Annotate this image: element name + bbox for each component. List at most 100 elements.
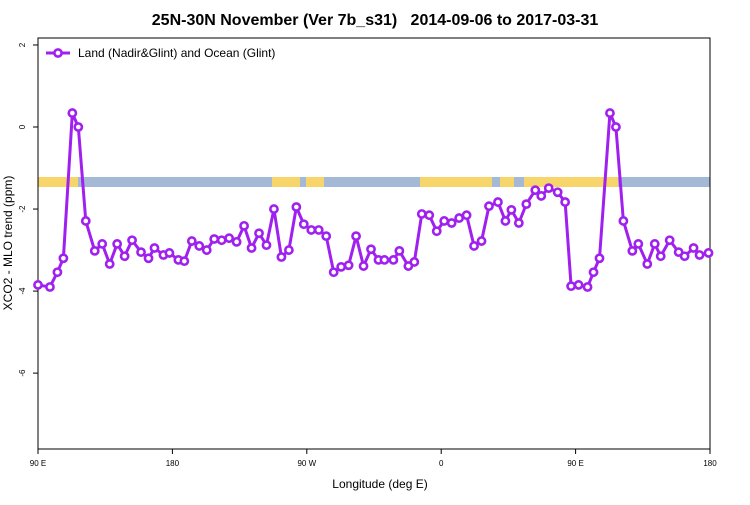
- data-point: [67, 108, 78, 118]
- data-point: [358, 261, 369, 271]
- y-tick-label: -4: [18, 287, 27, 295]
- data-point: [642, 259, 653, 269]
- data-point: [269, 204, 279, 214]
- data-point: [313, 225, 324, 235]
- data-point: [409, 257, 420, 267]
- plot-frame: [37, 37, 711, 450]
- y-tick-label: -6: [18, 369, 27, 377]
- data-point: [298, 219, 309, 230]
- data-point: [633, 239, 644, 249]
- data-point: [649, 239, 660, 249]
- data-point: [543, 183, 554, 194]
- y-tick-label: 2: [18, 42, 27, 47]
- x-tick-label: 180: [703, 459, 717, 468]
- data-point: [194, 241, 205, 251]
- data-point: [321, 231, 332, 242]
- x-tick-label: 180: [166, 459, 180, 468]
- data-point: [446, 218, 457, 228]
- data-point: [291, 202, 302, 212]
- data-point: [566, 281, 577, 292]
- data-point: [73, 122, 84, 132]
- x-tick-label: 90 E: [567, 459, 583, 468]
- data-point: [179, 256, 190, 267]
- data-point: [119, 251, 130, 262]
- data-point: [552, 187, 563, 198]
- x-tick-label: 90 E: [30, 459, 46, 468]
- data-point: [216, 235, 227, 246]
- data-point: [703, 248, 714, 258]
- data-point: [328, 267, 339, 278]
- data-point: [97, 239, 108, 249]
- data-point: [506, 204, 517, 215]
- data-point: [149, 243, 160, 253]
- data-point: [560, 197, 571, 207]
- y-tick-label: -2: [18, 205, 27, 213]
- data-point: [521, 199, 532, 210]
- data-point: [80, 216, 91, 226]
- data-point: [664, 235, 675, 246]
- land-band: [38, 177, 78, 187]
- data-point: [582, 282, 593, 292]
- x-axis-label: Longitude (deg E): [332, 477, 427, 491]
- data-point: [201, 245, 212, 255]
- legend-label: Land (Nadir&Glint) and Ocean (Glint): [78, 46, 275, 60]
- data-point: [261, 240, 272, 251]
- data-point: [594, 253, 605, 264]
- data-point: [605, 108, 615, 118]
- data-point: [351, 231, 361, 242]
- data-point: [379, 255, 390, 265]
- data-point: [112, 239, 123, 249]
- data-point: [500, 216, 511, 226]
- data-point: [58, 253, 69, 264]
- data-point: [276, 252, 287, 262]
- x-tick-label: 0: [439, 459, 444, 468]
- data-point: [431, 226, 442, 237]
- data-point: [209, 234, 220, 244]
- data-point: [306, 225, 317, 235]
- x-tick-label: 90 W: [297, 459, 316, 468]
- data-point: [530, 185, 541, 196]
- data-point: [52, 267, 63, 278]
- data-point: [588, 267, 599, 278]
- land-band: [272, 177, 300, 187]
- legend-marker: [53, 48, 63, 58]
- data-point: [627, 245, 638, 256]
- data-point: [679, 251, 690, 262]
- data-point: [143, 253, 154, 264]
- data-point: [45, 282, 55, 292]
- data-point: [343, 260, 354, 271]
- data-point: [439, 216, 450, 226]
- data-point: [186, 236, 197, 246]
- data-point: [104, 259, 115, 269]
- data-point: [127, 235, 137, 246]
- data-point: [388, 255, 399, 265]
- data-point: [611, 122, 621, 132]
- data-point: [164, 248, 175, 258]
- data-point: [513, 218, 524, 228]
- data-point: [366, 244, 376, 255]
- data-point: [416, 209, 427, 219]
- data-point: [469, 241, 479, 251]
- data-point: [246, 243, 257, 253]
- data-point: [688, 243, 699, 253]
- data-point: [394, 245, 405, 256]
- land-band: [420, 177, 492, 187]
- data-point: [136, 247, 146, 258]
- y-tick-label: 0: [18, 124, 27, 129]
- data-point: [89, 245, 100, 256]
- data-point: [493, 197, 503, 207]
- data-point: [336, 261, 347, 272]
- land-band: [306, 177, 324, 187]
- data-point: [33, 280, 43, 290]
- data-point: [231, 236, 242, 247]
- data-point: [239, 220, 249, 231]
- data-point: [484, 201, 494, 212]
- data-point: [694, 250, 705, 260]
- data-point: [655, 251, 666, 262]
- land-band: [524, 177, 576, 187]
- data-point: [536, 191, 547, 201]
- data-point: [461, 210, 472, 221]
- data-point: [254, 228, 264, 239]
- data-point: [424, 210, 435, 221]
